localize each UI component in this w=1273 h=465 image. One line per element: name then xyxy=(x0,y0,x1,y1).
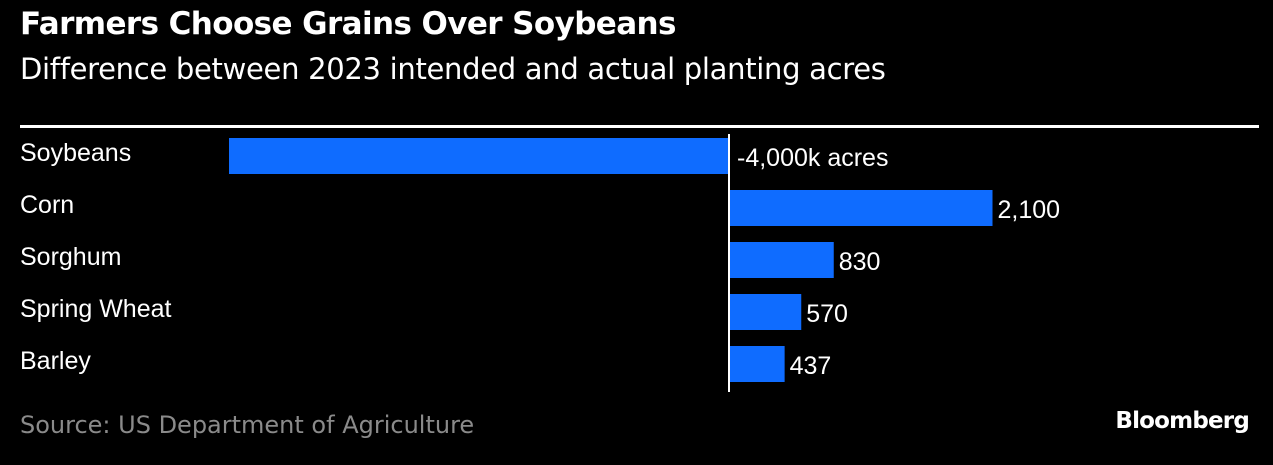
bar xyxy=(730,346,785,382)
data-label: 437 xyxy=(790,352,832,380)
data-label: -4,000k acres xyxy=(737,144,888,172)
source-note: Source: US Department of Agriculture xyxy=(20,411,474,439)
bloomberg-logo: Bloomberg xyxy=(1115,408,1249,434)
category-label: Barley xyxy=(20,347,91,375)
category-label: Sorghum xyxy=(20,243,121,271)
category-label: Corn xyxy=(20,191,74,219)
bar xyxy=(730,242,834,278)
category-label: Soybeans xyxy=(20,139,131,167)
data-label: 570 xyxy=(806,300,848,328)
bar xyxy=(229,138,729,174)
category-label: Spring Wheat xyxy=(20,295,172,323)
bar xyxy=(730,190,993,226)
bar xyxy=(730,294,801,330)
data-label: 830 xyxy=(839,248,881,276)
data-label: 2,100 xyxy=(998,196,1061,224)
